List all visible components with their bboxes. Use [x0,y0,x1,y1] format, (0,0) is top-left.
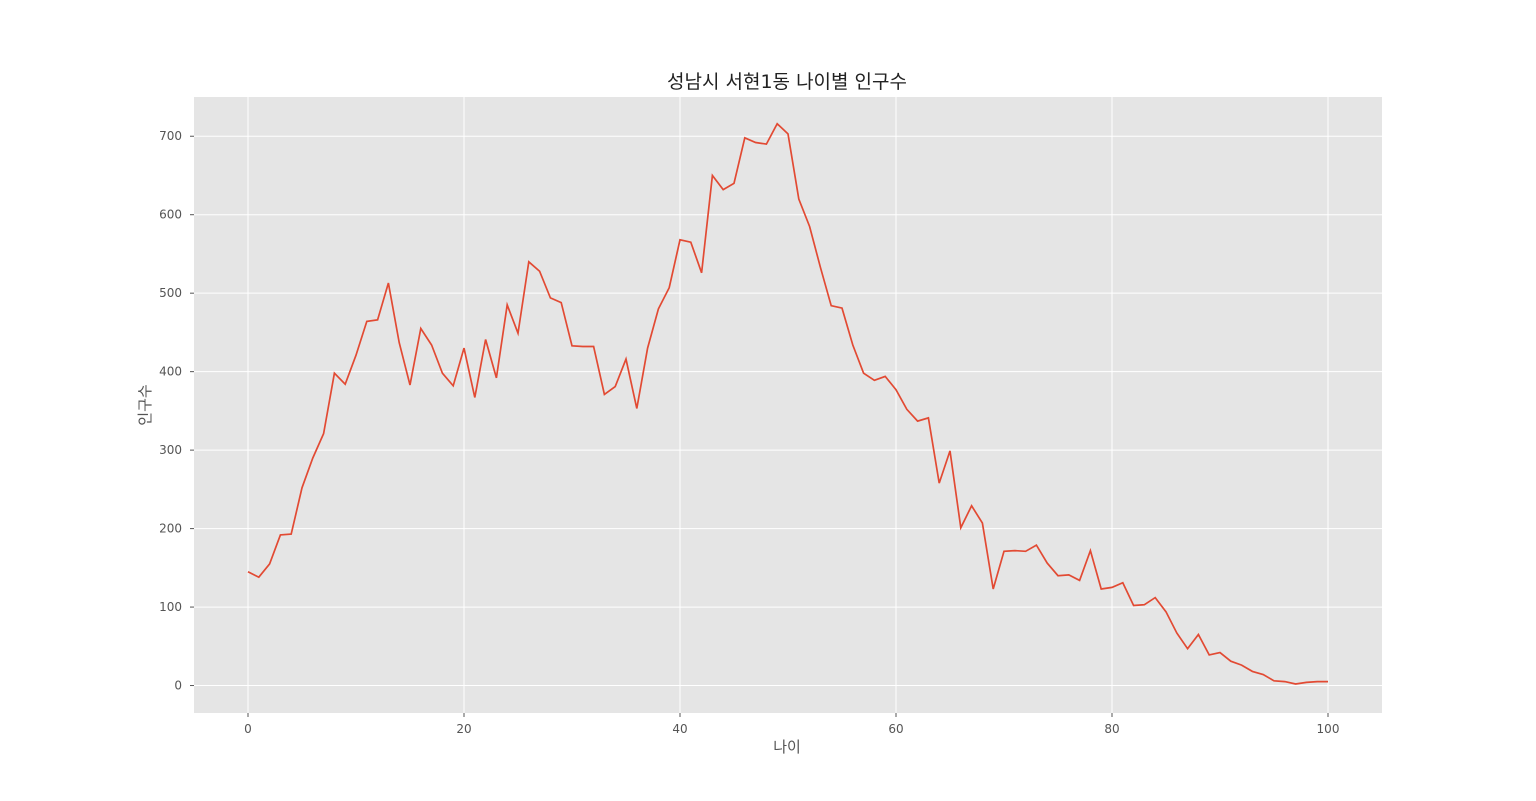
y-tick-label: 0 [174,679,182,693]
x-tick-label: 40 [672,722,687,736]
chart-title: 성남시 서현1동 나이별 인구수 [667,71,907,93]
y-axis-label: 인구수 [136,384,154,425]
plot-area [194,97,1382,713]
y-tick-label: 600 [159,208,182,222]
y-tick-label: 400 [159,365,182,379]
series-line [247,122,1328,685]
x-tick-label: 60 [888,722,903,736]
y-tick-label: 200 [159,522,182,536]
x-tick-label: 100 [1317,722,1340,736]
y-tick-label: 500 [159,286,182,300]
axis-ticks: 0 20 40 60 80 100 0 100 200 300 400 500 600 700 [159,129,1339,736]
y-tick-label: 700 [159,129,182,143]
x-tick-label: 80 [1104,722,1119,736]
x-tick-label: 0 [244,722,252,736]
y-tick-label: 300 [159,443,182,457]
x-axis-label: 나이 [773,738,801,756]
x-tick-label: 20 [456,722,471,736]
y-tick-label: 100 [159,600,182,614]
